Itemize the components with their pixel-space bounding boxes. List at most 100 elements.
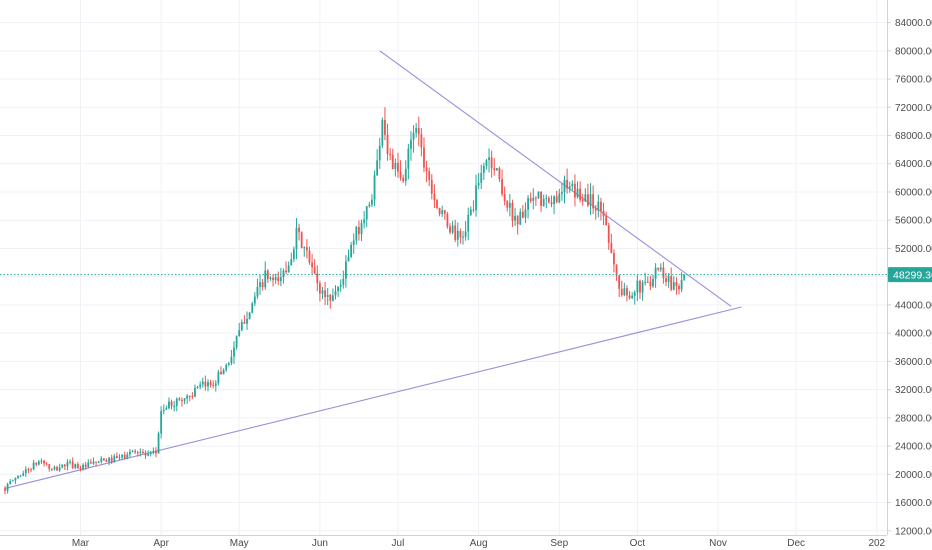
candle	[212, 380, 215, 389]
candle-body	[412, 132, 415, 140]
candle	[514, 207, 516, 227]
candle-body	[27, 469, 30, 471]
candle-body	[82, 464, 84, 469]
candle	[558, 188, 561, 204]
candle-body	[579, 188, 582, 200]
candle	[298, 223, 300, 241]
candle-body	[308, 250, 311, 263]
candle	[24, 466, 27, 477]
candle-body	[17, 475, 19, 478]
candle-body	[360, 223, 363, 235]
candle-body	[675, 282, 678, 287]
candle	[667, 272, 670, 288]
time-tick-label: Apr	[153, 538, 169, 549]
candle-body	[402, 177, 405, 182]
candle	[160, 406, 163, 439]
candle	[233, 341, 235, 365]
candle-body	[506, 201, 509, 208]
candle	[222, 368, 225, 375]
candle	[560, 183, 563, 201]
candle-body	[443, 210, 446, 214]
candle-body	[178, 398, 181, 401]
candle	[495, 167, 498, 172]
candle-body	[425, 167, 428, 172]
candle-body	[162, 409, 165, 412]
candle-body	[482, 165, 485, 173]
candle-body	[97, 461, 100, 463]
time-tick-label: Jul	[392, 538, 405, 549]
candle	[469, 206, 472, 217]
candle-body	[550, 202, 553, 205]
candle	[540, 191, 542, 212]
candle-body	[115, 456, 118, 458]
candle-body	[566, 179, 569, 189]
price-tick-label: 64000.00	[895, 159, 932, 170]
candle-body	[498, 168, 501, 180]
candle-body	[386, 134, 389, 155]
candle	[326, 287, 329, 306]
candle	[277, 271, 280, 286]
candle-body	[508, 202, 511, 208]
time-tick-label: Mar	[72, 538, 90, 549]
candle-body	[534, 197, 537, 199]
candle	[246, 311, 248, 331]
candle	[662, 261, 665, 284]
candle-body	[615, 264, 618, 276]
candle-body	[394, 162, 397, 169]
trendlines	[4, 50, 742, 489]
candle	[683, 274, 686, 281]
candle	[581, 193, 584, 207]
candle	[449, 223, 451, 235]
candle-body	[222, 369, 225, 375]
candle-body	[423, 147, 425, 168]
candle	[618, 274, 621, 297]
candle-body	[160, 411, 163, 434]
candle	[404, 160, 407, 186]
candle	[204, 375, 207, 391]
candle	[149, 450, 152, 457]
candle	[488, 148, 490, 173]
candle	[521, 205, 524, 219]
candle	[186, 394, 189, 404]
candle-body	[644, 281, 647, 283]
candle-body	[524, 209, 527, 218]
candle-body	[157, 433, 160, 454]
candle-body	[165, 408, 168, 410]
candle	[290, 252, 293, 266]
candle-body	[316, 273, 319, 284]
candle-body	[243, 322, 246, 324]
price-tick-label: 84000.00	[895, 18, 932, 29]
candle-body	[30, 469, 32, 471]
candle	[329, 293, 332, 309]
candle-body	[571, 183, 574, 187]
candle	[620, 280, 623, 297]
candle-body	[123, 454, 126, 459]
candle-body	[100, 458, 103, 462]
candle	[527, 195, 529, 219]
candle-body	[553, 196, 556, 205]
candle	[175, 397, 178, 412]
candle-body	[560, 191, 563, 194]
candle	[84, 461, 87, 470]
candle-body	[532, 197, 535, 201]
candle	[503, 186, 506, 206]
candle	[37, 459, 40, 466]
candle	[454, 219, 457, 243]
candle	[355, 225, 358, 245]
candle	[615, 264, 618, 281]
candle-body	[19, 475, 22, 477]
candle	[97, 460, 100, 464]
candle-body	[545, 198, 548, 200]
candle-body	[667, 276, 670, 283]
candle-body	[136, 452, 139, 454]
candle-body	[199, 384, 202, 387]
price-tick-label: 56000.00	[895, 216, 932, 227]
candle	[626, 285, 628, 302]
candle	[115, 452, 118, 459]
candle-body	[618, 275, 621, 289]
candle-body	[451, 225, 454, 233]
time-tick-label: May	[230, 538, 249, 549]
candle-body	[514, 215, 516, 221]
candle	[501, 169, 503, 197]
